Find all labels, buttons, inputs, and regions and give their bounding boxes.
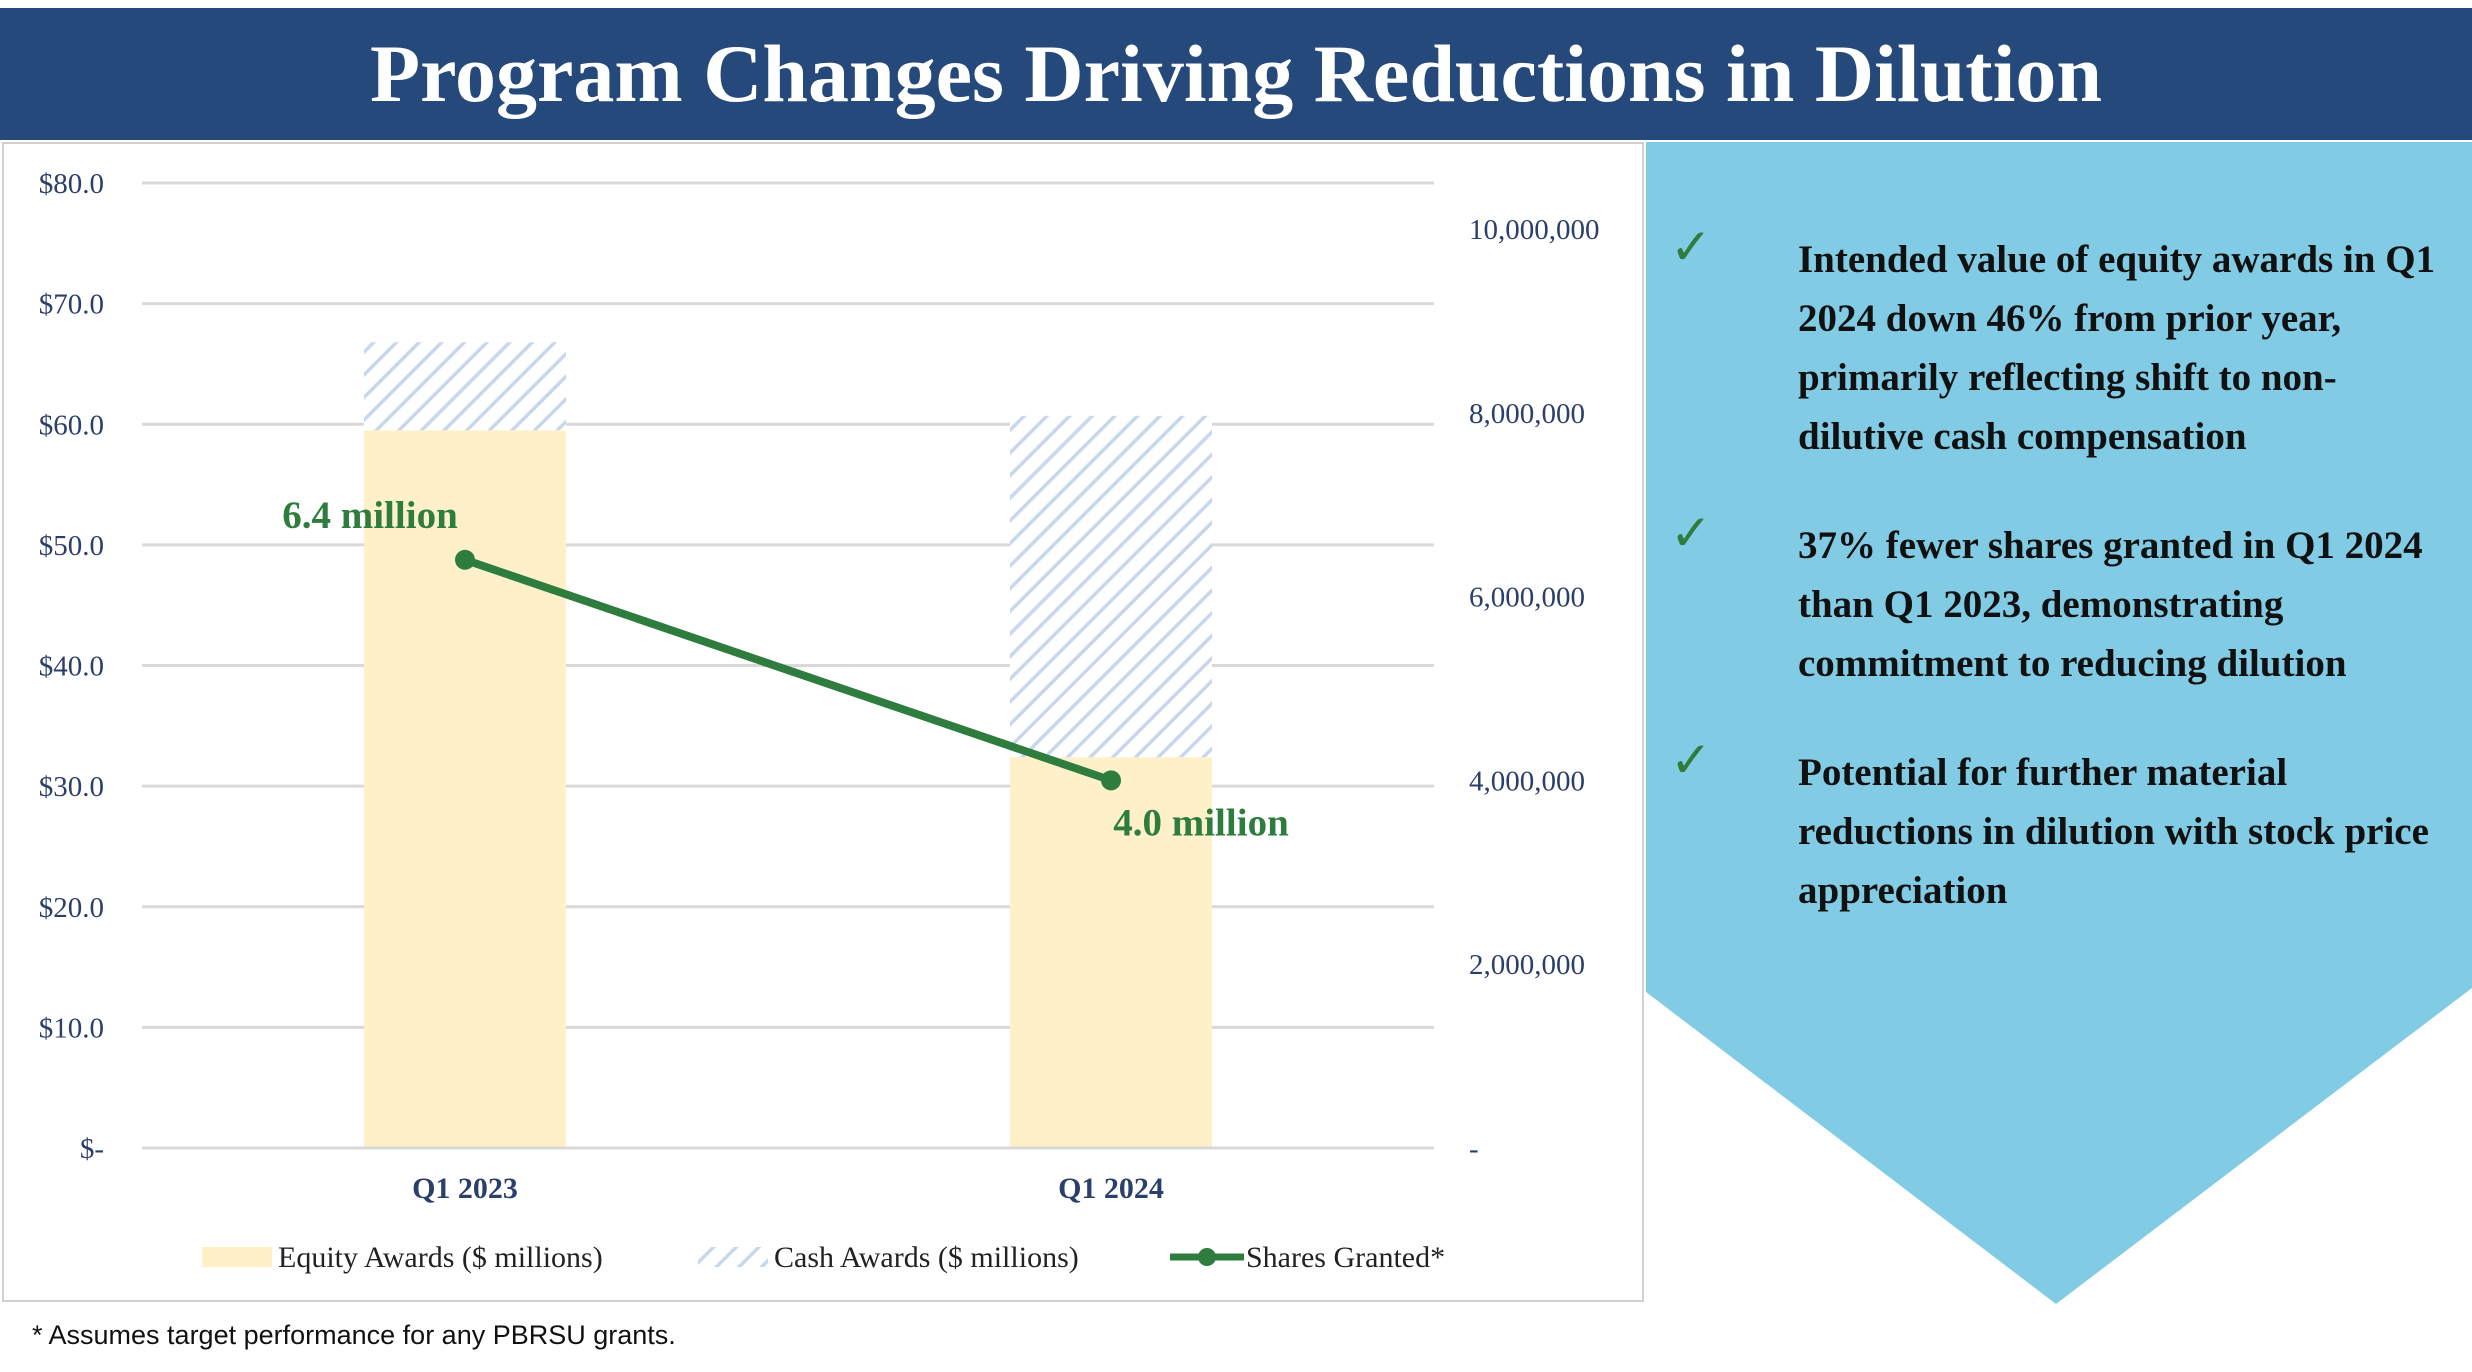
- shares-point: [1101, 770, 1121, 791]
- y-right-tick-label: 4,000,000: [1469, 765, 1585, 797]
- axes: $- $10.0 $20.0 $30.0 $40.0 $50.0 $60.0 $70.0 $80…: [39, 168, 1600, 1205]
- chart-frame: 6.4 million 4.0 million $- $10.0 $20.0 $30.0…: [2, 142, 1644, 1302]
- bullet-item: ✓ 37% fewer shares granted in Q1 2024 th…: [1670, 504, 2460, 693]
- page-title: Program Changes Driving Reductions in Di…: [369, 28, 2102, 119]
- legend: Equity Awards ($ millions) Cash Awards ($…: [202, 1241, 1445, 1274]
- gridlines: [142, 181, 1434, 1150]
- y-right-tick-label: -: [1469, 1133, 1479, 1165]
- bullet-text: Intended value of equity awards in Q1 20…: [1798, 238, 2436, 458]
- y-left-tick-label: $20.0: [39, 892, 104, 924]
- shares-data-label: 4.0 million: [1113, 801, 1289, 844]
- y-left-tick-label: $40.0: [39, 651, 104, 683]
- legend-swatch-cash: [698, 1247, 768, 1267]
- check-icon: ✓: [1670, 504, 1712, 562]
- bullet-item: ✓ Intended value of equity awards in Q1 …: [1670, 218, 2460, 466]
- y-right-tick-label: 10,000,000: [1469, 214, 1600, 246]
- bullet-item: ✓ Potential for further material reducti…: [1670, 731, 2460, 920]
- shares-line-path: [463, 556, 1113, 785]
- highlight-panel: [1646, 142, 2472, 1304]
- bar-equity: [364, 430, 566, 1148]
- check-icon: ✓: [1670, 731, 1712, 789]
- y-left-tick-label: $30.0: [39, 771, 104, 803]
- bullet-text: Potential for further material reduction…: [1798, 751, 2429, 912]
- y-left-tick-label: $-: [80, 1133, 104, 1165]
- y-left-tick-label: $80.0: [39, 168, 104, 200]
- legend-label-equity: Equity Awards ($ millions): [278, 1241, 603, 1274]
- shares-line: 6.4 million 4.0 million: [282, 494, 1289, 845]
- y-left-tick-label: $10.0: [39, 1012, 104, 1044]
- title-bar: Program Changes Driving Reductions in Di…: [0, 8, 2472, 140]
- bullet-text: 37% fewer shares granted in Q1 2024 than…: [1798, 524, 2423, 685]
- legend-label-shares: Shares Granted*: [1246, 1241, 1445, 1274]
- legend-swatch-equity: [202, 1247, 272, 1267]
- chart: 6.4 million 4.0 million $- $10.0 $20.0 $30.0…: [39, 168, 1600, 1274]
- shares-data-label: 6.4 million: [282, 494, 458, 537]
- y-right-tick-label: 8,000,000: [1469, 398, 1585, 430]
- bar-cash: [364, 342, 566, 431]
- check-icon: ✓: [1670, 218, 1712, 276]
- x-tick-label: Q1 2023: [412, 1172, 518, 1205]
- y-left-tick-label: $70.0: [39, 289, 104, 321]
- x-tick-label: Q1 2024: [1058, 1172, 1164, 1205]
- footnote: * Assumes target performance for any PBR…: [32, 1320, 676, 1350]
- bar-cash: [1010, 415, 1212, 758]
- bar-equity: [1010, 757, 1212, 1148]
- y-left-tick-label: $60.0: [39, 409, 104, 441]
- shares-point: [455, 549, 475, 570]
- legend-label-cash: Cash Awards ($ millions): [774, 1241, 1079, 1274]
- bullet-list: ✓ Intended value of equity awards in Q1 …: [1670, 218, 2460, 970]
- y-right-tick-label: 6,000,000: [1469, 582, 1585, 614]
- y-left-tick-label: $50.0: [39, 530, 104, 562]
- legend-swatch-shares-marker: [1198, 1248, 1216, 1266]
- y-right-tick-label: 2,000,000: [1469, 949, 1585, 981]
